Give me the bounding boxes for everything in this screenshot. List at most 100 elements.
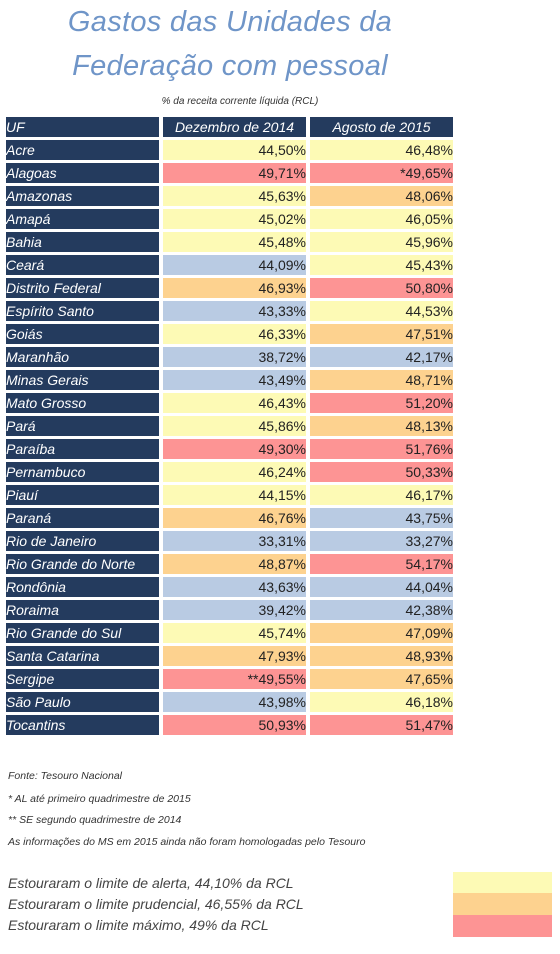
uf-label: Roraima xyxy=(6,600,159,620)
value-dez-2014: **49,55% xyxy=(163,669,306,689)
table-row: Sergipe **49,55% 47,65% xyxy=(6,669,453,689)
uf-label: Rio Grande do Sul xyxy=(6,623,159,643)
value-ago-2015: 48,06% xyxy=(310,186,453,206)
uf-label: Bahia xyxy=(6,232,159,252)
value-dez-2014: 46,93% xyxy=(163,278,306,298)
table-row: Pernambuco 46,24% 50,33% xyxy=(6,462,453,482)
uf-label: Tocantins xyxy=(6,715,159,735)
value-dez-2014: 46,43% xyxy=(163,393,306,413)
value-ago-2015: 48,13% xyxy=(310,416,453,436)
legend-swatch-prudential xyxy=(453,893,552,915)
table-row: Roraima 39,42% 42,38% xyxy=(6,600,453,620)
uf-label: Paraíba xyxy=(6,439,159,459)
source-note: Fonte: Tesouro Nacional xyxy=(8,770,123,782)
value-dez-2014: 48,87% xyxy=(163,554,306,574)
table-row: Acre 44,50% 46,48% xyxy=(6,140,453,160)
footnote-se: ** SE segundo quadrimestre de 2014 xyxy=(8,814,182,826)
table-row: Espírito Santo 43,33% 44,53% xyxy=(6,301,453,321)
uf-label: Alagoas xyxy=(6,163,159,183)
table-row: São Paulo 43,98% 46,18% xyxy=(6,692,453,712)
uf-label: Pernambuco xyxy=(6,462,159,482)
value-ago-2015: 44,53% xyxy=(310,301,453,321)
data-table: UF Dezembro de 2014 Agosto de 2015 Acre 4… xyxy=(6,114,453,738)
table-row: Tocantins 50,93% 51,47% xyxy=(6,715,453,735)
value-ago-2015: 42,38% xyxy=(310,600,453,620)
table-row: Paraíba 49,30% 51,76% xyxy=(6,439,453,459)
table-row: Rio Grande do Sul 45,74% 47,09% xyxy=(6,623,453,643)
table-row: Mato Grosso 46,43% 51,20% xyxy=(6,393,453,413)
uf-label: São Paulo xyxy=(6,692,159,712)
legend-swatch-maximum xyxy=(453,915,552,937)
value-ago-2015: 54,17% xyxy=(310,554,453,574)
value-ago-2015: 51,20% xyxy=(310,393,453,413)
value-dez-2014: 45,74% xyxy=(163,623,306,643)
legend-swatch-alert xyxy=(453,872,552,894)
column-header-uf: UF xyxy=(6,117,159,137)
value-dez-2014: 43,49% xyxy=(163,370,306,390)
value-ago-2015: 46,05% xyxy=(310,209,453,229)
value-dez-2014: 38,72% xyxy=(163,347,306,367)
value-ago-2015: 46,17% xyxy=(310,485,453,505)
value-ago-2015: 33,27% xyxy=(310,531,453,551)
chart-title-line-1: Gastos das Unidades da xyxy=(67,6,393,38)
value-ago-2015: 47,51% xyxy=(310,324,453,344)
value-ago-2015: 50,80% xyxy=(310,278,453,298)
legend-label-prudential: Estouraram o limite prudencial, 46,55% d… xyxy=(8,896,304,912)
uf-label: Espírito Santo xyxy=(6,301,159,321)
table-row: Ceará 44,09% 45,43% xyxy=(6,255,453,275)
table-row: Pará 45,86% 48,13% xyxy=(6,416,453,436)
value-dez-2014: 46,33% xyxy=(163,324,306,344)
uf-label: Goiás xyxy=(6,324,159,344)
value-dez-2014: 47,93% xyxy=(163,646,306,666)
value-dez-2014: 43,33% xyxy=(163,301,306,321)
table-row: Piauí 44,15% 46,17% xyxy=(6,485,453,505)
uf-label: Amapá xyxy=(6,209,159,229)
uf-label: Paraná xyxy=(6,508,159,528)
value-dez-2014: 45,48% xyxy=(163,232,306,252)
uf-label: Ceará xyxy=(6,255,159,275)
table-row: Amapá 45,02% 46,05% xyxy=(6,209,453,229)
uf-label: Mato Grosso xyxy=(6,393,159,413)
value-dez-2014: 43,98% xyxy=(163,692,306,712)
table-row: Rondônia 43,63% 44,04% xyxy=(6,577,453,597)
uf-label: Acre xyxy=(6,140,159,160)
column-header-dez-2014: Dezembro de 2014 xyxy=(163,117,306,137)
value-dez-2014: 45,86% xyxy=(163,416,306,436)
value-ago-2015: 45,96% xyxy=(310,232,453,252)
value-ago-2015: 48,93% xyxy=(310,646,453,666)
value-dez-2014: 39,42% xyxy=(163,600,306,620)
table-row: Amazonas 45,63% 48,06% xyxy=(6,186,453,206)
uf-label: Sergipe xyxy=(6,669,159,689)
value-ago-2015: 46,48% xyxy=(310,140,453,160)
value-ago-2015: 42,17% xyxy=(310,347,453,367)
uf-label: Maranhão xyxy=(6,347,159,367)
table-row: Rio Grande do Norte 48,87% 54,17% xyxy=(6,554,453,574)
uf-label: Pará xyxy=(6,416,159,436)
value-dez-2014: 45,63% xyxy=(163,186,306,206)
table-row: Goiás 46,33% 47,51% xyxy=(6,324,453,344)
table-row: Paraná 46,76% 43,75% xyxy=(6,508,453,528)
uf-label: Piauí xyxy=(6,485,159,505)
value-dez-2014: 44,15% xyxy=(163,485,306,505)
value-ago-2015: 43,75% xyxy=(310,508,453,528)
chart-title-line-2: Federação com pessoal xyxy=(72,50,388,82)
value-dez-2014: 46,24% xyxy=(163,462,306,482)
footnote-ms: As informações do MS em 2015 ainda não f… xyxy=(8,836,366,848)
table-body: Acre 44,50% 46,48% Alagoas 49,71% *49,65% Amaz… xyxy=(6,140,453,735)
value-ago-2015: 51,76% xyxy=(310,439,453,459)
table-row: Alagoas 49,71% *49,65% xyxy=(6,163,453,183)
table-row: Minas Gerais 43,49% 48,71% xyxy=(6,370,453,390)
value-dez-2014: 49,30% xyxy=(163,439,306,459)
uf-label: Minas Gerais xyxy=(6,370,159,390)
value-dez-2014: 50,93% xyxy=(163,715,306,735)
table-row: Bahia 45,48% 45,96% xyxy=(6,232,453,252)
uf-label: Rio Grande do Norte xyxy=(6,554,159,574)
value-ago-2015: *49,65% xyxy=(310,163,453,183)
header-row: UF Dezembro de 2014 Agosto de 2015 xyxy=(6,117,453,137)
value-dez-2014: 49,71% xyxy=(163,163,306,183)
table-row: Maranhão 38,72% 42,17% xyxy=(6,347,453,367)
chart-subtitle: % da receita corrente líquida (RCL) xyxy=(161,96,319,107)
table-row: Distrito Federal 46,93% 50,80% xyxy=(6,278,453,298)
value-ago-2015: 45,43% xyxy=(310,255,453,275)
column-header-ago-2015: Agosto de 2015 xyxy=(310,117,453,137)
